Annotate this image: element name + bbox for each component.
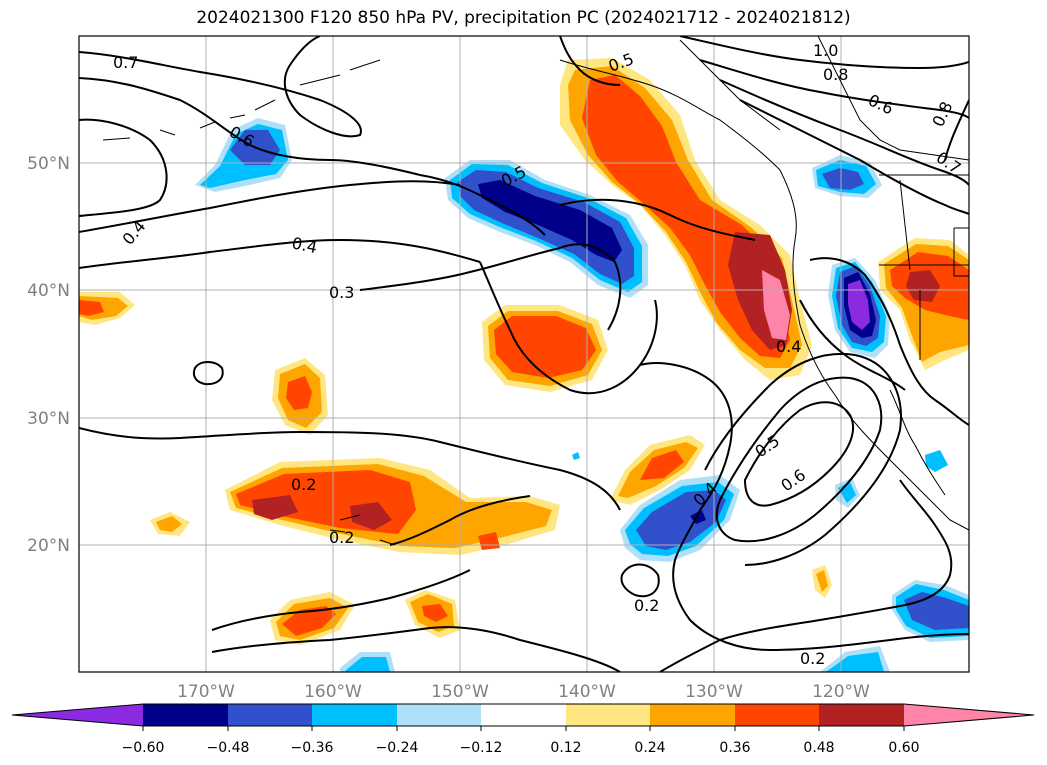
- contour-label: 0.8: [823, 65, 848, 84]
- lat-tick-label: 20°N: [27, 536, 70, 556]
- lat-tick-label: 50°N: [27, 154, 70, 174]
- colorbar-segment: [904, 704, 1034, 726]
- gridlines: [79, 36, 969, 672]
- precip-positive-shading: [79, 58, 969, 645]
- colorbar-tick-label: −0.24: [376, 740, 419, 756]
- colorbar-tick-label: −0.48: [207, 740, 250, 756]
- colorbar-tick-label: −0.12: [460, 740, 503, 756]
- colorbar-segment: [481, 704, 566, 726]
- colorbar-segment: [735, 704, 819, 726]
- colorbar-segment: [143, 704, 228, 726]
- contour-label: 0.4: [290, 233, 319, 257]
- lon-tick-label: 160°W: [304, 682, 362, 702]
- lon-tick-label: 130°W: [685, 682, 743, 702]
- colorbar-segment: [650, 704, 735, 726]
- colorbar-segment: [228, 704, 312, 726]
- contour-label: 0.3: [329, 283, 354, 302]
- colorbar: [11, 703, 1035, 731]
- longitude-axis: 170°W 160°W 150°W 140°W 130°W 120°W: [177, 682, 870, 702]
- lat-tick-label: 30°N: [27, 409, 70, 429]
- lat-tick-label: 40°N: [27, 281, 70, 301]
- lon-tick-label: 120°W: [812, 682, 870, 702]
- map-frame: [78, 35, 970, 673]
- contour-label: 0.7: [113, 53, 138, 72]
- colorbar-tick-label: 0.48: [803, 740, 834, 756]
- precip-negative-shading: [195, 118, 969, 672]
- colorbar-segment: [312, 704, 397, 726]
- lon-tick-label: 150°W: [431, 682, 489, 702]
- latitude-axis: 50°N 40°N 30°N 20°N: [27, 154, 70, 556]
- contour-label: 0.2: [800, 649, 825, 668]
- contour-label: 0.2: [329, 528, 354, 547]
- colorbar-tick-label: 0.24: [634, 740, 665, 756]
- chart-title: 2024021300 F120 850 hPa PV, precipitatio…: [196, 8, 851, 28]
- colorbar-tick-labels: −0.60 −0.48 −0.36 −0.24 −0.12 0.12 0.24 …: [122, 740, 920, 756]
- colorbar-tick-label: 0.60: [888, 740, 919, 756]
- colorbar-segment: [12, 704, 143, 726]
- colorbar-segment: [819, 704, 904, 726]
- colorbar-tick-label: 0.36: [719, 740, 750, 756]
- contour-label: 0.2: [634, 596, 659, 615]
- lon-tick-label: 170°W: [177, 682, 235, 702]
- lon-tick-label: 140°W: [558, 682, 616, 702]
- contour-label: 0.2: [291, 475, 316, 494]
- colorbar-tick-label: −0.36: [291, 740, 334, 756]
- contour-label: 1.0: [813, 41, 838, 60]
- pv-contours: [79, 36, 969, 672]
- coastlines: [102, 36, 969, 546]
- contour-label: 0.4: [776, 337, 801, 356]
- colorbar-segment: [566, 704, 650, 726]
- colorbar-segment: [397, 704, 481, 726]
- colorbar-tick-label: −0.60: [122, 740, 165, 756]
- colorbar-tick-label: 0.12: [550, 740, 581, 756]
- map-panel: 0.7 1.0 0.8 0.6 0.8 0.7 0.5 0.6 0.5 0.4 …: [79, 36, 969, 672]
